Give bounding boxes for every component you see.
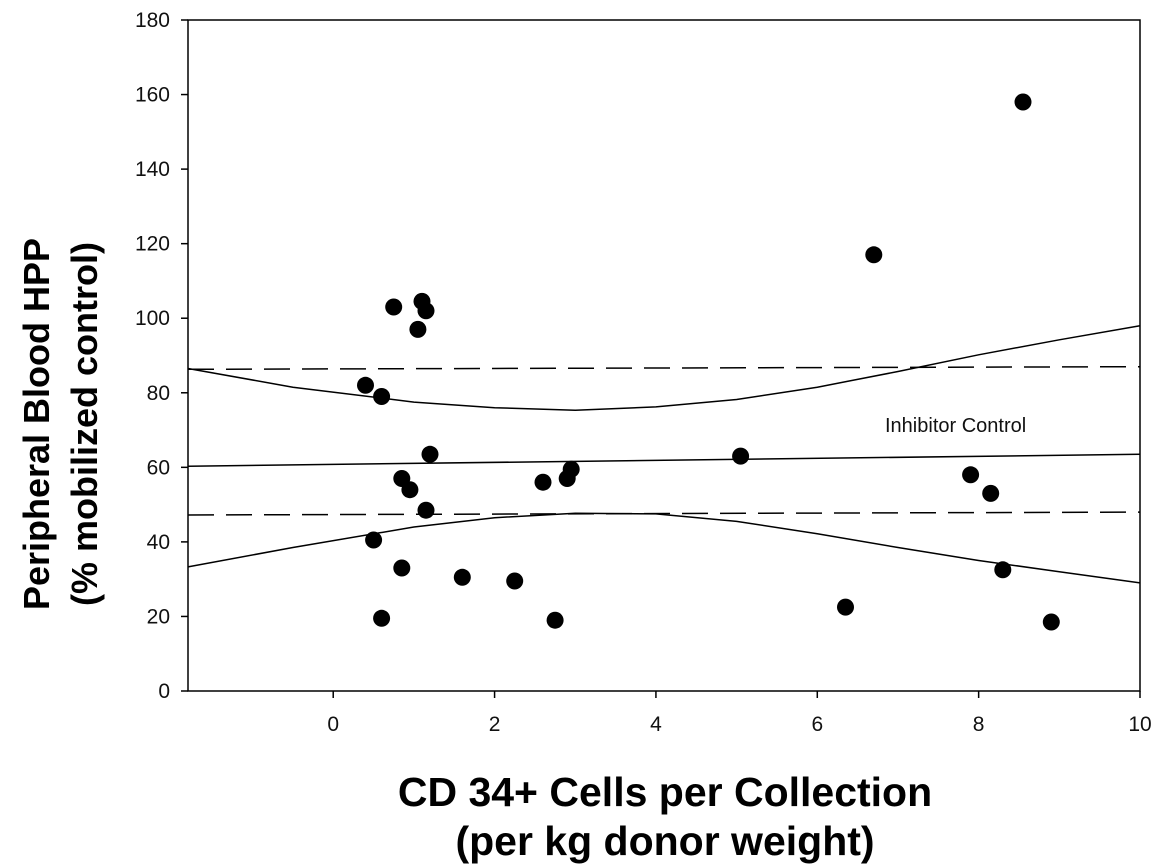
x-tick-label: 10 xyxy=(1128,713,1151,736)
data-point xyxy=(385,298,403,316)
upper-confidence-curve xyxy=(187,324,1141,412)
y-tick-label: 40 xyxy=(147,531,170,554)
y-tick-label: 160 xyxy=(135,84,170,107)
x-axis-ticks: 0 2 4 6 8 10 xyxy=(327,691,1152,736)
regression-line xyxy=(187,453,1141,467)
data-point xyxy=(417,302,435,320)
data-point xyxy=(393,559,411,577)
y-tick-label: 180 xyxy=(135,9,170,32)
x-axis-title: CD 34+ Cells per Collection xyxy=(398,769,932,815)
data-point xyxy=(365,531,383,549)
y-axis-subtitle: (% mobilized control) xyxy=(64,242,105,606)
points-layer xyxy=(357,93,1060,631)
data-point xyxy=(421,445,439,463)
x-tick-label: 0 xyxy=(327,713,339,736)
data-point xyxy=(373,388,391,405)
data-point xyxy=(453,568,471,586)
data-point xyxy=(994,561,1012,579)
data-point xyxy=(1042,613,1060,631)
data-point xyxy=(506,572,524,590)
data-point xyxy=(837,598,854,616)
y-tick-label: 20 xyxy=(147,605,170,628)
data-point xyxy=(534,473,552,491)
lower-confidence-curve xyxy=(187,512,1141,584)
data-point xyxy=(732,447,750,465)
annotation-inhibitor-control: Inhibitor Control xyxy=(885,415,1026,437)
y-tick-label: 140 xyxy=(135,158,170,181)
data-point xyxy=(546,611,564,629)
data-point xyxy=(401,481,419,499)
data-point xyxy=(409,320,427,338)
y-tick-label: 100 xyxy=(135,307,170,330)
x-tick-label: 6 xyxy=(811,713,823,736)
x-axis-subtitle: (per kg donor weight) xyxy=(455,818,874,864)
y-tick-label: 60 xyxy=(147,456,170,479)
data-point xyxy=(1014,93,1032,111)
data-point xyxy=(865,246,883,264)
lower-dashed-line xyxy=(187,511,1141,516)
x-tick-label: 2 xyxy=(489,713,501,736)
data-point xyxy=(357,376,374,394)
y-tick-label: 0 xyxy=(158,680,170,703)
y-axis-title: Peripheral Blood HPP xyxy=(16,238,57,610)
plot-frame xyxy=(187,19,1141,692)
upper-dashed-line xyxy=(187,365,1141,371)
x-tick-label: 4 xyxy=(650,713,662,736)
x-tick-label: 8 xyxy=(973,713,985,736)
data-point xyxy=(562,460,580,478)
y-axis-ticks: 0 20 40 60 80 100 120 140 160 180 xyxy=(135,9,188,703)
data-point xyxy=(982,484,1000,502)
lines-layer xyxy=(187,324,1141,584)
data-point xyxy=(373,609,391,627)
data-point xyxy=(962,466,980,484)
y-tick-label: 120 xyxy=(135,233,170,256)
y-tick-label: 80 xyxy=(147,382,170,405)
data-point xyxy=(417,501,435,519)
